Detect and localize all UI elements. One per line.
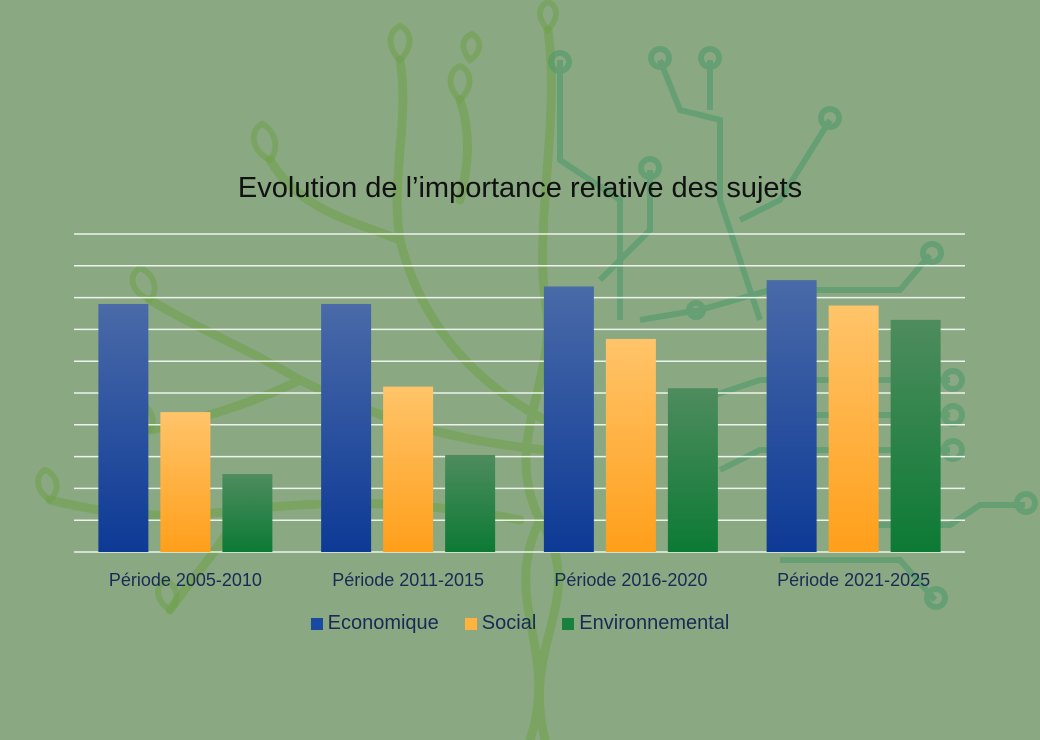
legend-label-economique: Economique	[327, 612, 439, 634]
bar-social-2	[383, 386, 434, 552]
legend-label-social: Social	[481, 612, 537, 634]
x-tick-label: Période 2021-2025	[777, 570, 930, 590]
bar-environnemental-3	[667, 388, 718, 552]
category-labels: Période 2005-2010 Période 2011-2015 Périod…	[109, 570, 930, 590]
bar-environnemental-1	[222, 474, 273, 552]
chart-title: Evolution de l’importance relative des s…	[237, 172, 803, 204]
bar-economique-3	[543, 286, 594, 552]
legend-swatch-economique	[310, 617, 323, 630]
bars	[98, 280, 941, 552]
legend-swatch-social	[464, 617, 477, 630]
bar-social-3	[605, 338, 656, 552]
legend-swatch-environnemental	[562, 617, 575, 630]
legend-label-environnemental: Environnemental	[579, 612, 730, 634]
bar-social-4	[828, 305, 879, 552]
x-tick-label: Période 2005-2010	[109, 570, 262, 590]
bar-economique-4	[766, 280, 817, 552]
bar-economique-2	[321, 303, 372, 552]
legend-item-economique: Economique	[310, 612, 439, 635]
bar-economique-1	[98, 303, 149, 552]
legend-item-environnemental: Environnemental	[562, 612, 729, 635]
bar-social-1	[160, 412, 211, 552]
bar-environnemental-4	[890, 319, 941, 552]
legend-item-social: Social	[464, 612, 537, 635]
x-tick-label: Période 2016-2020	[554, 570, 707, 590]
x-tick-label: Période 2011-2015	[332, 570, 484, 590]
bar-environnemental-2	[445, 455, 496, 552]
legend: Economique Social Environnemental	[0, 612, 1040, 635]
